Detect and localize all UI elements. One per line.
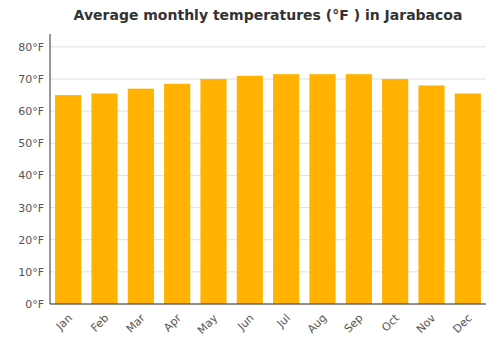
- x-tick-label: May: [195, 311, 221, 337]
- bar: [455, 93, 481, 304]
- x-tick-label: Aug: [305, 312, 329, 336]
- title: Average monthly temperatures (°F ) in Ja…: [74, 7, 463, 23]
- page: {"chart_data": {"type": "bar", "title": …: [0, 0, 500, 350]
- x-tick-label: Sep: [342, 312, 366, 336]
- bar: [128, 89, 154, 304]
- chart-svg: Average monthly temperatures (°F ) in Ja…: [0, 0, 500, 350]
- x-tick-label: Dec: [450, 312, 474, 336]
- bar: [91, 93, 117, 304]
- x-axis: Jan Feb Mar Apr May Jun Jul Aug Sep Oct Nov Dec: [53, 311, 475, 337]
- x-tick-label: Jan: [53, 312, 75, 334]
- bar: [237, 76, 263, 304]
- y-axis: 0°F 10°F 20°F 30°F 40°F 50°F 60°F 70°F 80°F: [18, 41, 44, 311]
- x-tick-label: Oct: [379, 311, 402, 334]
- x-tick-label: Apr: [161, 311, 184, 334]
- y-tick-label: 20°F: [18, 234, 44, 247]
- grid-line: [50, 304, 486, 305]
- y-tick-label: 70°F: [18, 73, 44, 86]
- bar: [273, 74, 299, 304]
- bar: [200, 79, 226, 304]
- grid-line: [50, 79, 486, 80]
- y-tick-label: 30°F: [18, 202, 44, 215]
- grid: [50, 47, 486, 304]
- x-tick-label: Feb: [88, 312, 111, 335]
- bar: [164, 84, 190, 304]
- bar: [309, 74, 335, 304]
- x-tick-label: Jun: [235, 312, 257, 334]
- y-tick-label: 40°F: [18, 169, 44, 182]
- y-tick-label: 0°F: [25, 298, 44, 311]
- chart-container: Average monthly temperatures (°F ) in Ja…: [0, 0, 500, 350]
- y-tick-label: 10°F: [18, 266, 44, 279]
- y-tick-label: 80°F: [18, 41, 44, 54]
- y-axis-line: [50, 34, 51, 304]
- x-tick-label: Nov: [414, 311, 439, 336]
- x-tick-label: Mar: [124, 311, 148, 335]
- y-tick-label: 60°F: [18, 105, 44, 118]
- y-tick-label: 50°F: [18, 137, 44, 150]
- bar: [418, 85, 444, 304]
- bars: [55, 74, 481, 304]
- grid-line: [50, 46, 486, 47]
- bar: [382, 79, 408, 304]
- bar: [346, 74, 372, 304]
- x-tick-label: Jul: [274, 312, 293, 331]
- bar: [55, 95, 81, 304]
- x-axis-line: [50, 304, 486, 305]
